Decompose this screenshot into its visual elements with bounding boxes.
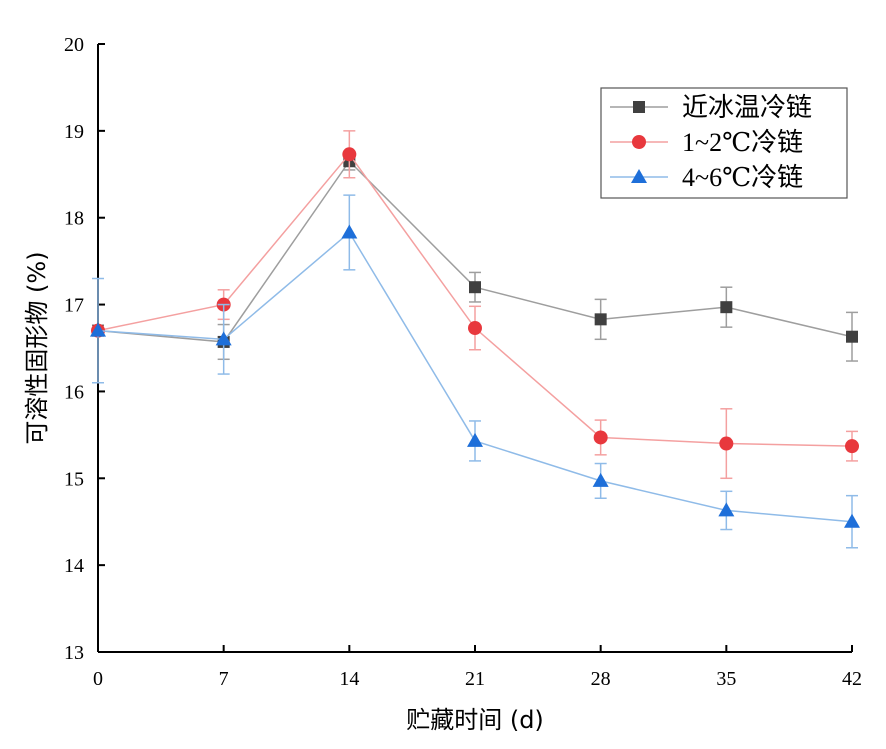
data-point xyxy=(844,513,860,528)
y-tick-label: 14 xyxy=(64,555,84,577)
y-tick-label: 18 xyxy=(64,208,84,230)
series-3 xyxy=(90,194,860,549)
legend-marker xyxy=(632,135,646,149)
legend-label: 1~2℃冷链 xyxy=(682,128,803,157)
legend-label: 近冰温冷链 xyxy=(682,93,812,122)
x-tick-label: 21 xyxy=(465,668,485,690)
x-tick-label: 35 xyxy=(716,668,736,690)
x-axis-title: 贮藏时间 (d) xyxy=(406,706,544,734)
y-tick-label: 15 xyxy=(64,468,84,490)
data-point xyxy=(845,439,859,454)
axes: 0 7 14 21 28 35 42 13 14 15 16 17 18 19 20 xyxy=(64,34,862,690)
x-tick-label: 0 xyxy=(93,668,103,690)
data-point xyxy=(467,432,483,447)
data-point xyxy=(846,330,858,343)
series-layer xyxy=(90,130,860,549)
data-point xyxy=(469,281,481,294)
x-tick-label: 42 xyxy=(842,668,862,690)
data-point xyxy=(592,472,609,487)
data-point xyxy=(719,436,734,451)
y-tick-label: 13 xyxy=(64,642,84,664)
legend-marker xyxy=(631,169,647,183)
data-point xyxy=(593,430,608,445)
legend: 近冰温冷链 1~2℃冷链 4~6℃冷链 xyxy=(600,87,848,199)
y-tick-label: 17 xyxy=(64,295,84,317)
data-point xyxy=(90,322,106,337)
data-point xyxy=(594,313,607,326)
data-point xyxy=(718,502,735,517)
y-tick-label: 16 xyxy=(64,381,84,403)
legend-marker xyxy=(633,101,645,113)
data-point xyxy=(215,331,232,346)
x-tick-label: 14 xyxy=(339,668,359,690)
legend-label: 4~6℃冷链 xyxy=(682,163,803,192)
x-tick-label: 7 xyxy=(219,668,229,690)
data-point xyxy=(341,224,358,239)
data-point xyxy=(720,301,733,314)
y-tick-label: 19 xyxy=(64,121,84,143)
y-axis-title: 可溶性固形物 (%) xyxy=(23,251,51,444)
x-tick-label: 28 xyxy=(591,668,611,690)
data-point xyxy=(468,321,482,336)
y-tick-label: 20 xyxy=(64,34,84,56)
data-point xyxy=(342,147,357,162)
